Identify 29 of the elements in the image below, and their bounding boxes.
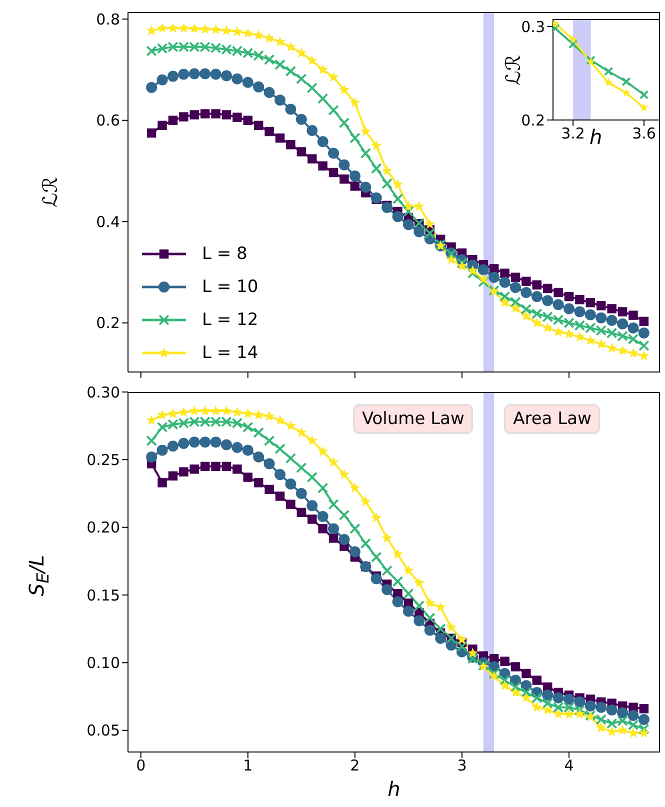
legend-label: L = 12 — [202, 310, 258, 330]
y-tick-label: 0.3 — [521, 18, 545, 36]
y-tick-label: 0.20 — [86, 518, 120, 537]
legend-label: L = 14 — [202, 342, 258, 362]
y-tick-label: 0.10 — [86, 654, 120, 672]
y-tick-label: 0.6 — [96, 112, 120, 130]
y-tick-label: 0.15 — [86, 586, 120, 604]
y-tick-label: 0.4 — [96, 212, 120, 231]
y-tick-label: 0.05 — [86, 722, 120, 740]
legend-label: L = 10 — [202, 276, 258, 296]
y-tick-label: 0.2 — [521, 111, 545, 130]
x-axis-title: h — [386, 777, 402, 801]
y-axis-title: ℒℛ — [38, 176, 62, 210]
x-tick-label: 1 — [243, 756, 253, 775]
y-tick-label: 0.8 — [96, 10, 120, 28]
x-axis-title: h — [589, 125, 602, 149]
annotation: Volume Law — [352, 404, 474, 434]
x-tick-label: 3.6 — [632, 124, 656, 143]
annotation: Area Law — [504, 404, 600, 434]
y-tick-label: 0.30 — [86, 383, 120, 402]
x-tick-label: 3.2 — [561, 124, 585, 143]
legend-label: L = 8 — [202, 244, 248, 264]
x-tick-label: 4 — [564, 756, 574, 775]
x-tick-label: 0 — [136, 756, 146, 775]
y-tick-label: 0.2 — [96, 314, 120, 332]
x-tick-label: 2 — [350, 756, 360, 775]
y-axis-title: ℒℛ — [501, 54, 525, 85]
x-tick-label: 3 — [457, 756, 467, 775]
y-tick-label: 0.25 — [86, 450, 120, 469]
